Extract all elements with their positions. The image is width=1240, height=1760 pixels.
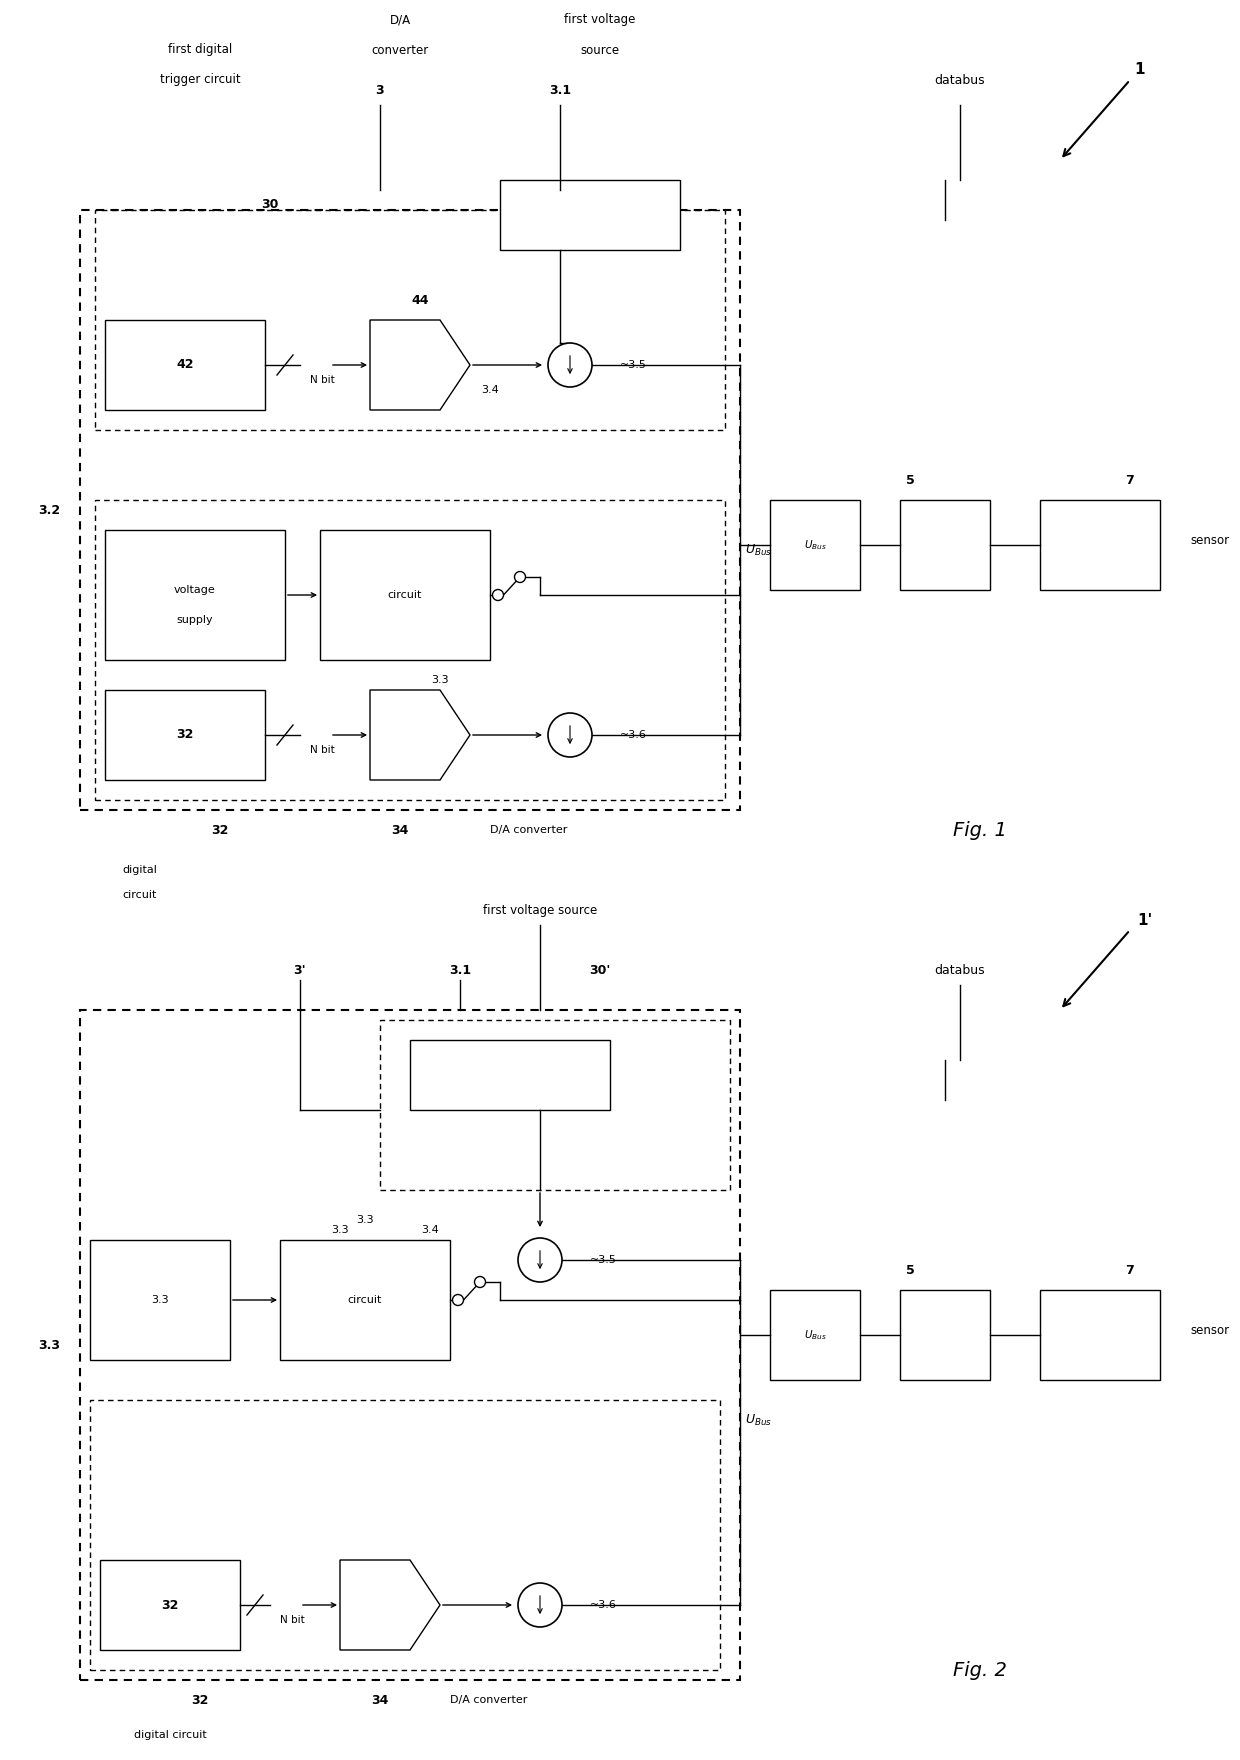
Bar — [81, 1010, 740, 1681]
Circle shape — [518, 1237, 562, 1281]
Text: supply: supply — [176, 614, 213, 625]
Bar — [1040, 500, 1159, 590]
Text: Fig. 1: Fig. 1 — [954, 820, 1007, 840]
Circle shape — [518, 1582, 562, 1626]
Text: source: source — [580, 44, 620, 56]
Bar — [105, 530, 285, 660]
Text: first voltage source: first voltage source — [482, 903, 598, 917]
Text: 5: 5 — [905, 473, 914, 486]
Text: $U_{Bus}$: $U_{Bus}$ — [804, 539, 826, 553]
Bar — [379, 1021, 730, 1190]
Bar — [105, 690, 265, 780]
Text: 3.1: 3.1 — [449, 963, 471, 977]
Text: 32: 32 — [176, 729, 193, 741]
Text: $U_{Bus}$: $U_{Bus}$ — [745, 1413, 773, 1427]
Text: 44: 44 — [412, 294, 429, 306]
Text: 3.4: 3.4 — [422, 1225, 439, 1236]
Circle shape — [453, 1295, 464, 1306]
Bar — [410, 1040, 610, 1111]
Text: sensor: sensor — [1190, 1324, 1229, 1336]
Bar — [900, 500, 990, 590]
Polygon shape — [370, 690, 470, 780]
Text: 32: 32 — [191, 1693, 208, 1707]
Circle shape — [548, 713, 591, 757]
Text: $U_{Bus}$: $U_{Bus}$ — [745, 542, 773, 558]
Text: first voltage: first voltage — [564, 14, 636, 26]
Text: 3.3: 3.3 — [356, 1214, 373, 1225]
Circle shape — [515, 572, 526, 583]
Circle shape — [548, 343, 591, 387]
Circle shape — [492, 590, 503, 600]
Bar — [95, 500, 725, 801]
Bar — [500, 180, 680, 250]
Text: 7: 7 — [1126, 1264, 1135, 1276]
Text: 3.3: 3.3 — [331, 1225, 348, 1236]
Text: digital: digital — [123, 864, 157, 875]
Text: 42: 42 — [176, 359, 193, 371]
Bar — [320, 530, 490, 660]
Text: D/A converter: D/A converter — [490, 825, 568, 834]
Bar — [91, 1399, 720, 1670]
Text: D/A converter: D/A converter — [450, 1695, 527, 1705]
Text: 3.1: 3.1 — [549, 83, 572, 97]
Text: 30: 30 — [262, 199, 279, 211]
Text: $U_{Bus}$: $U_{Bus}$ — [804, 1329, 826, 1341]
Text: Fig. 2: Fig. 2 — [954, 1660, 1007, 1679]
Text: 3.2: 3.2 — [38, 503, 60, 516]
Text: first digital: first digital — [167, 44, 232, 56]
Bar — [95, 209, 725, 429]
Text: 3.4: 3.4 — [481, 385, 498, 394]
Text: 32: 32 — [161, 1598, 179, 1612]
Text: 3.3: 3.3 — [38, 1339, 60, 1352]
Bar — [280, 1241, 450, 1360]
Text: 3': 3' — [294, 963, 306, 977]
Text: ~3.5: ~3.5 — [590, 1255, 616, 1265]
Text: 7: 7 — [1126, 473, 1135, 486]
Bar — [900, 1290, 990, 1380]
Text: 3.3: 3.3 — [151, 1295, 169, 1304]
Bar — [770, 500, 861, 590]
Text: ~3.6: ~3.6 — [590, 1600, 616, 1610]
Text: sensor: sensor — [1190, 533, 1229, 547]
Circle shape — [475, 1276, 486, 1288]
Text: ~3.5: ~3.5 — [620, 361, 647, 370]
Text: trigger circuit: trigger circuit — [160, 74, 241, 86]
Text: circuit: circuit — [123, 891, 157, 899]
Polygon shape — [340, 1559, 440, 1651]
Bar — [770, 1290, 861, 1380]
Text: 30': 30' — [589, 963, 610, 977]
Bar — [1040, 1290, 1159, 1380]
Text: circuit: circuit — [388, 590, 422, 600]
Text: N bit: N bit — [310, 375, 335, 385]
Text: circuit: circuit — [347, 1295, 382, 1304]
Text: databus: databus — [935, 963, 986, 977]
Text: 3: 3 — [376, 83, 384, 97]
Text: 32: 32 — [211, 824, 228, 836]
Text: D/A: D/A — [389, 14, 410, 26]
Text: ~3.6: ~3.6 — [620, 730, 647, 739]
Text: voltage: voltage — [174, 584, 216, 595]
Text: 1: 1 — [1135, 63, 1146, 77]
Text: 1': 1' — [1137, 912, 1153, 928]
Text: 5: 5 — [905, 1264, 914, 1276]
Text: N bit: N bit — [280, 1616, 305, 1624]
Text: digital circuit: digital circuit — [134, 1730, 206, 1741]
Bar — [91, 1241, 229, 1360]
Bar — [105, 320, 265, 410]
Text: 34: 34 — [371, 1693, 388, 1707]
Polygon shape — [370, 320, 470, 410]
Text: converter: converter — [371, 44, 429, 56]
Bar — [81, 209, 740, 810]
Text: 34: 34 — [392, 824, 409, 836]
Text: databus: databus — [935, 74, 986, 86]
Text: N bit: N bit — [310, 744, 335, 755]
Bar — [100, 1559, 241, 1651]
Text: 3.3: 3.3 — [432, 676, 449, 685]
